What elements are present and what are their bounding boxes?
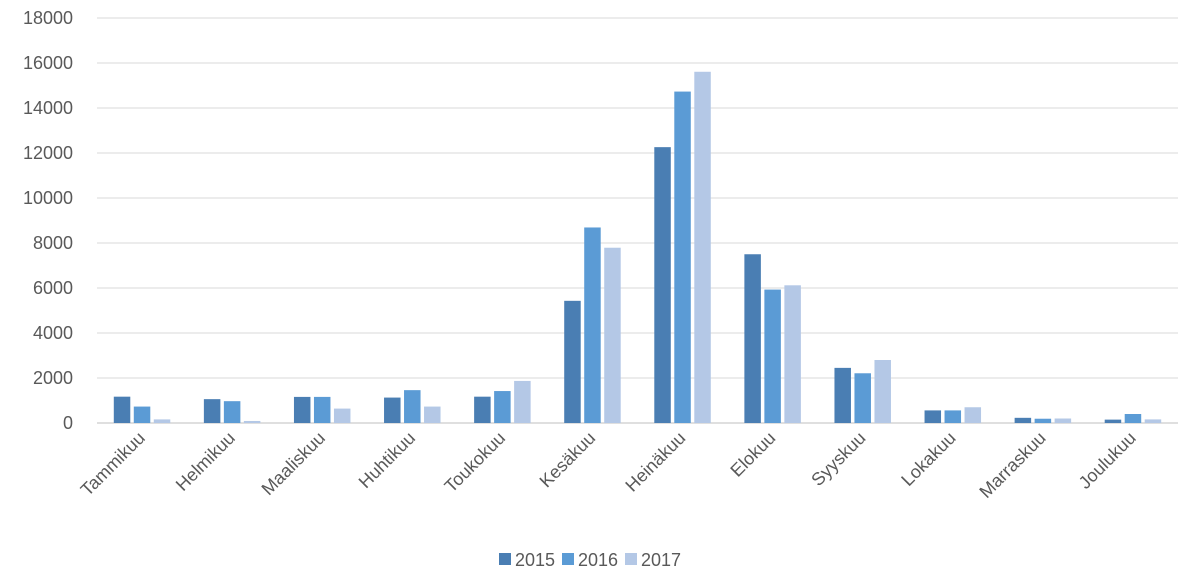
bar-2017-maaliskuu xyxy=(333,408,351,423)
x-tick-label: Heinäkuu xyxy=(621,428,689,496)
bar-2015-toukokuu xyxy=(474,396,491,423)
y-tick-label: 14000 xyxy=(23,98,73,118)
bar-2016-lokakuu xyxy=(944,410,962,423)
legend-swatch-2015 xyxy=(499,553,511,565)
y-tick-label: 4000 xyxy=(33,323,73,343)
x-tick-label: Tammikuu xyxy=(77,428,149,500)
bar-2015-marraskuu xyxy=(1014,417,1032,423)
x-tick-label: Elokuu xyxy=(726,428,779,481)
bar-2017-huhtikuu xyxy=(424,406,441,423)
x-tick-label: Marraskuu xyxy=(975,428,1049,502)
bar-2015-kesäkuu xyxy=(564,300,581,423)
bar-2015-tammikuu xyxy=(113,396,131,423)
y-tick-label: 16000 xyxy=(23,53,73,73)
x-tick-label: Syyskuu xyxy=(807,428,869,490)
legend-label: 2017 xyxy=(641,550,681,570)
bar-2015-heinäkuu xyxy=(654,147,671,423)
bar-2016-heinäkuu xyxy=(674,91,691,423)
bars xyxy=(113,71,1162,424)
y-tick-label: 0 xyxy=(63,413,73,433)
bar-2017-syyskuu xyxy=(874,360,891,423)
legend-label: 2016 xyxy=(578,550,618,570)
gridlines xyxy=(97,17,1178,424)
x-tick-label: Huhtikuu xyxy=(355,428,419,492)
y-tick-label: 10000 xyxy=(23,188,73,208)
bar-2016-toukokuu xyxy=(494,391,511,423)
y-tick-label: 2000 xyxy=(33,368,73,388)
y-tick-label: 8000 xyxy=(33,233,73,253)
bar-2017-joulukuu xyxy=(1144,419,1162,423)
bar-2017-tammikuu xyxy=(153,419,171,423)
bar-2016-syyskuu xyxy=(854,373,871,423)
bar-2017-heinäkuu xyxy=(694,71,711,424)
bar-2016-kesäkuu xyxy=(584,227,601,423)
x-tick-label: Lokakuu xyxy=(897,428,959,490)
bar-2016-helmikuu xyxy=(223,401,241,423)
y-tick-label: 6000 xyxy=(33,278,73,298)
bar-2015-syyskuu xyxy=(834,367,851,423)
bar-2015-huhtikuu xyxy=(384,397,401,423)
bar-2015-joulukuu xyxy=(1104,419,1122,423)
y-tick-label: 18000 xyxy=(23,8,73,28)
legend-swatch-2016 xyxy=(562,553,574,565)
x-tick-label: Joulukuu xyxy=(1075,428,1140,493)
bar-2016-marraskuu xyxy=(1034,418,1052,423)
bar-2016-tammikuu xyxy=(133,406,151,423)
y-tick-label: 12000 xyxy=(23,143,73,163)
bar-2015-helmikuu xyxy=(203,399,221,423)
legend: 2015 2016 2017 xyxy=(499,550,681,570)
x-tick-label: Maaliskuu xyxy=(258,428,329,499)
x-axis: Tammikuu Helmikuu Maaliskuu Huhtikuu Toukoku… xyxy=(77,428,1140,502)
x-tick-label: Kesäkuu xyxy=(536,428,600,492)
bar-2017-toukokuu xyxy=(514,380,531,423)
bar-2016-maaliskuu xyxy=(313,396,331,423)
y-axis: 0 2000 4000 6000 8000 10000 12000 14000 16000 180… xyxy=(23,8,73,433)
bar-2017-helmikuu xyxy=(243,420,261,423)
bar-2017-marraskuu xyxy=(1054,418,1072,423)
bar-2017-kesäkuu xyxy=(604,247,621,423)
x-tick-label: Helmikuu xyxy=(172,428,239,495)
bar-2016-elokuu xyxy=(764,289,781,423)
legend-label: 2015 xyxy=(515,550,555,570)
bar-2017-lokakuu xyxy=(964,407,982,423)
bar-2017-elokuu xyxy=(784,285,801,423)
bar-2016-huhtikuu xyxy=(404,390,421,423)
bar-2015-lokakuu xyxy=(924,410,942,423)
bar-2015-maaliskuu xyxy=(293,396,311,423)
legend-swatch-2017 xyxy=(625,553,637,565)
x-tick-label: Toukokuu xyxy=(441,428,510,497)
bar-2016-joulukuu xyxy=(1124,414,1142,423)
bar-2015-elokuu xyxy=(744,254,761,423)
